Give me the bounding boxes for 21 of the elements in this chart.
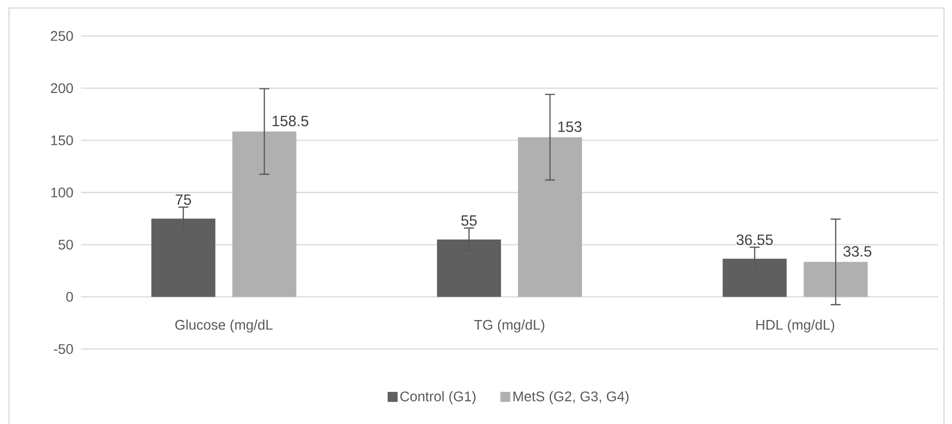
y-tick-label: 200 (50, 83, 73, 94)
x-tick-label: TG (mg/dL) (474, 320, 544, 333)
data-label: 153 (558, 121, 582, 132)
data-label: 55 (461, 215, 477, 226)
y-tick-label: 150 (51, 135, 73, 146)
bar (804, 262, 868, 297)
data-label: 36.55 (736, 234, 773, 246)
y-tick-label: -50 (54, 344, 73, 354)
data-label: 158.5 (272, 116, 308, 126)
y-tick-label: 250 (50, 31, 73, 41)
bar (232, 131, 296, 297)
bar (518, 137, 582, 297)
legend-label: Control (G1) (400, 391, 476, 404)
x-tick-label: HDL (mg/dL) (756, 320, 834, 333)
y-tick-label: 50 (58, 240, 73, 250)
y-tick-label: 100 (51, 188, 73, 198)
data-label: 33.5 (843, 246, 872, 257)
data-label: 75 (176, 194, 192, 205)
x-tick-label: Glucose (mg/dL (175, 320, 273, 333)
legend-label: MetS (G2, G3, G4) (513, 391, 629, 404)
y-tick-label: 0 (66, 292, 73, 302)
